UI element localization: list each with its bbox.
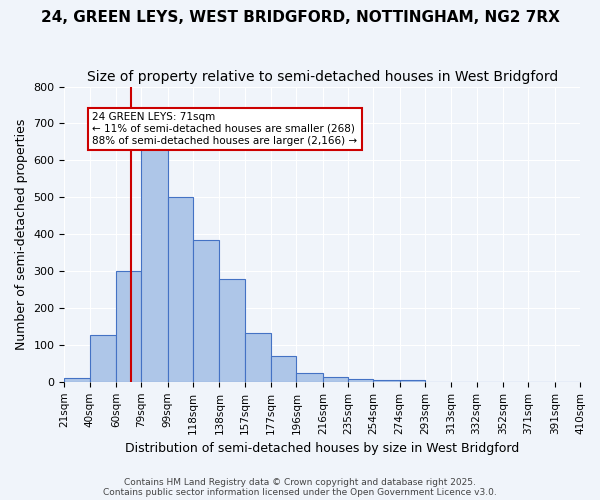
- X-axis label: Distribution of semi-detached houses by size in West Bridgford: Distribution of semi-detached houses by …: [125, 442, 520, 455]
- Text: 24 GREEN LEYS: 71sqm
← 11% of semi-detached houses are smaller (268)
88% of semi: 24 GREEN LEYS: 71sqm ← 11% of semi-detac…: [92, 112, 358, 146]
- Bar: [64, 378, 89, 382]
- Y-axis label: Number of semi-detached properties: Number of semi-detached properties: [15, 118, 28, 350]
- Bar: [296, 372, 323, 382]
- Text: 24, GREEN LEYS, WEST BRIDGFORD, NOTTINGHAM, NG2 7RX: 24, GREEN LEYS, WEST BRIDGFORD, NOTTINGH…: [41, 10, 559, 25]
- Text: Contains HM Land Registry data © Crown copyright and database right 2025.
Contai: Contains HM Land Registry data © Crown c…: [103, 478, 497, 497]
- Bar: [245, 332, 271, 382]
- Bar: [271, 356, 296, 382]
- Bar: [373, 380, 400, 382]
- Bar: [193, 240, 220, 382]
- Bar: [323, 378, 348, 382]
- Bar: [89, 334, 116, 382]
- Bar: [220, 279, 245, 382]
- Bar: [348, 379, 373, 382]
- Bar: [141, 148, 168, 382]
- Bar: [116, 271, 141, 382]
- Title: Size of property relative to semi-detached houses in West Bridgford: Size of property relative to semi-detach…: [86, 70, 558, 84]
- Bar: [168, 198, 193, 382]
- Bar: [400, 380, 425, 382]
